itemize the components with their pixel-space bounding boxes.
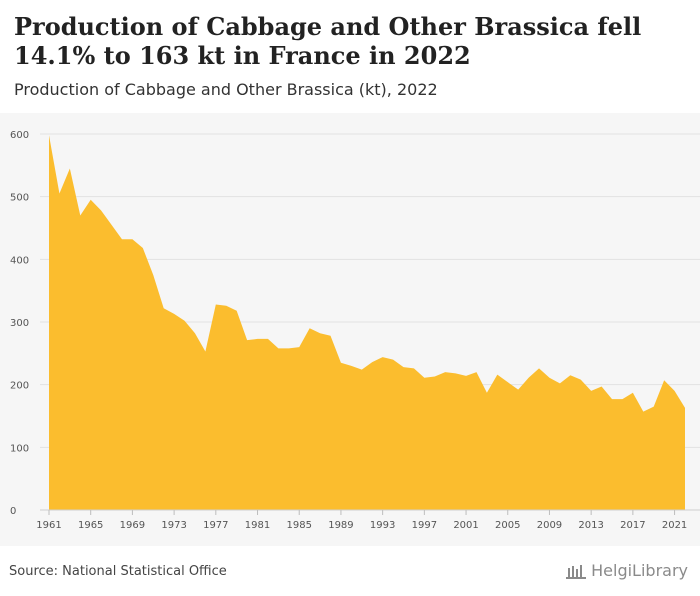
x-tick-label: 1985 bbox=[287, 520, 312, 531]
chart-area: 0 100 200 300 400 500 600 1961 1965 1969 1973 1977 1… bbox=[0, 113, 700, 546]
x-tick-label: 1981 bbox=[245, 520, 270, 531]
x-tick-label: 1961 bbox=[36, 520, 61, 531]
y-tick-label: 100 bbox=[10, 443, 29, 454]
area-chart: 0 100 200 300 400 500 600 1961 1965 1969 1973 1977 1… bbox=[0, 113, 700, 546]
axes: 0 100 200 300 400 500 600 1961 1965 1969 1973 1977 1… bbox=[10, 130, 700, 531]
x-tick-label: 1969 bbox=[120, 520, 145, 531]
x-tick-label: 2021 bbox=[662, 520, 687, 531]
x-tick-label: 1993 bbox=[370, 520, 395, 531]
x-tick-label: 1989 bbox=[328, 520, 353, 531]
x-tick-label: 2013 bbox=[578, 520, 603, 531]
y-tick-label: 300 bbox=[10, 318, 29, 329]
y-tick-label: 500 bbox=[10, 193, 29, 204]
y-tick-label: 600 bbox=[10, 130, 29, 141]
x-tick-label: 2017 bbox=[620, 520, 645, 531]
library-icon bbox=[566, 564, 587, 579]
x-tick-label: 1965 bbox=[78, 520, 103, 531]
x-tick-label: 1997 bbox=[412, 520, 437, 531]
data-area bbox=[49, 135, 685, 510]
x-tick-label: 2005 bbox=[495, 520, 520, 531]
y-tick-label: 200 bbox=[10, 381, 29, 392]
x-tick-label: 1973 bbox=[161, 520, 186, 531]
x-tick-label: 2009 bbox=[537, 520, 562, 531]
source-note: Source: National Statistical Office bbox=[9, 564, 227, 579]
y-tick-label: 0 bbox=[10, 506, 16, 517]
chart-subtitle: Production of Cabbage and Other Brassica… bbox=[14, 80, 438, 99]
y-tick-label: 400 bbox=[10, 255, 29, 266]
brand-logo[interactable]: HelgiLibrary bbox=[565, 561, 688, 580]
chart-title: Production of Cabbage and Other Brassica… bbox=[14, 12, 642, 70]
brand-name: HelgiLibrary bbox=[591, 561, 688, 580]
production-area bbox=[49, 135, 685, 510]
x-tick-label: 1977 bbox=[203, 520, 228, 531]
x-tick-label: 2001 bbox=[453, 520, 478, 531]
